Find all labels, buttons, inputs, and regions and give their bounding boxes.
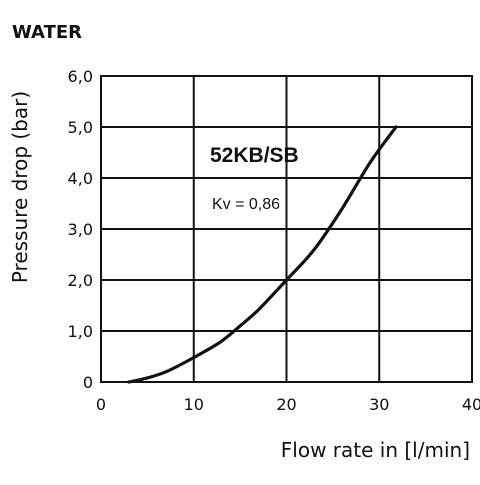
y-tick-label: 3,0 bbox=[68, 220, 93, 239]
tick-layer: 0 10 20 30 40 0 1,0 2,0 3,0 4,0 5,0 6,0 bbox=[68, 67, 480, 414]
plot-frame bbox=[100, 75, 473, 383]
kv-label: Kv = 0,86 bbox=[212, 196, 280, 213]
y-tick-label: 2,0 bbox=[68, 271, 93, 290]
x-tick-label: 30 bbox=[369, 395, 389, 414]
grid-layer bbox=[100, 75, 473, 383]
y-tick-label: 1,0 bbox=[68, 322, 93, 341]
series-line-52kb-sb bbox=[127, 125, 398, 384]
y-axis-title: Pressure drop (bar) bbox=[8, 91, 32, 283]
y-tick-label: 6,0 bbox=[68, 67, 93, 86]
x-axis-title: Flow rate in [l/min] bbox=[281, 438, 470, 462]
y-tick-label: 5,0 bbox=[68, 118, 93, 137]
x-tick-label: 40 bbox=[462, 395, 480, 414]
section-title: WATER bbox=[12, 22, 82, 43]
y-tick-label: 4,0 bbox=[68, 169, 93, 188]
y-tick-label: 0 bbox=[83, 373, 93, 392]
x-tick-label: 20 bbox=[276, 395, 296, 414]
x-tick-label: 0 bbox=[96, 395, 106, 414]
series-label: 52KB/SB bbox=[210, 144, 299, 167]
x-tick-label: 10 bbox=[184, 395, 204, 414]
series-layer bbox=[127, 125, 398, 384]
